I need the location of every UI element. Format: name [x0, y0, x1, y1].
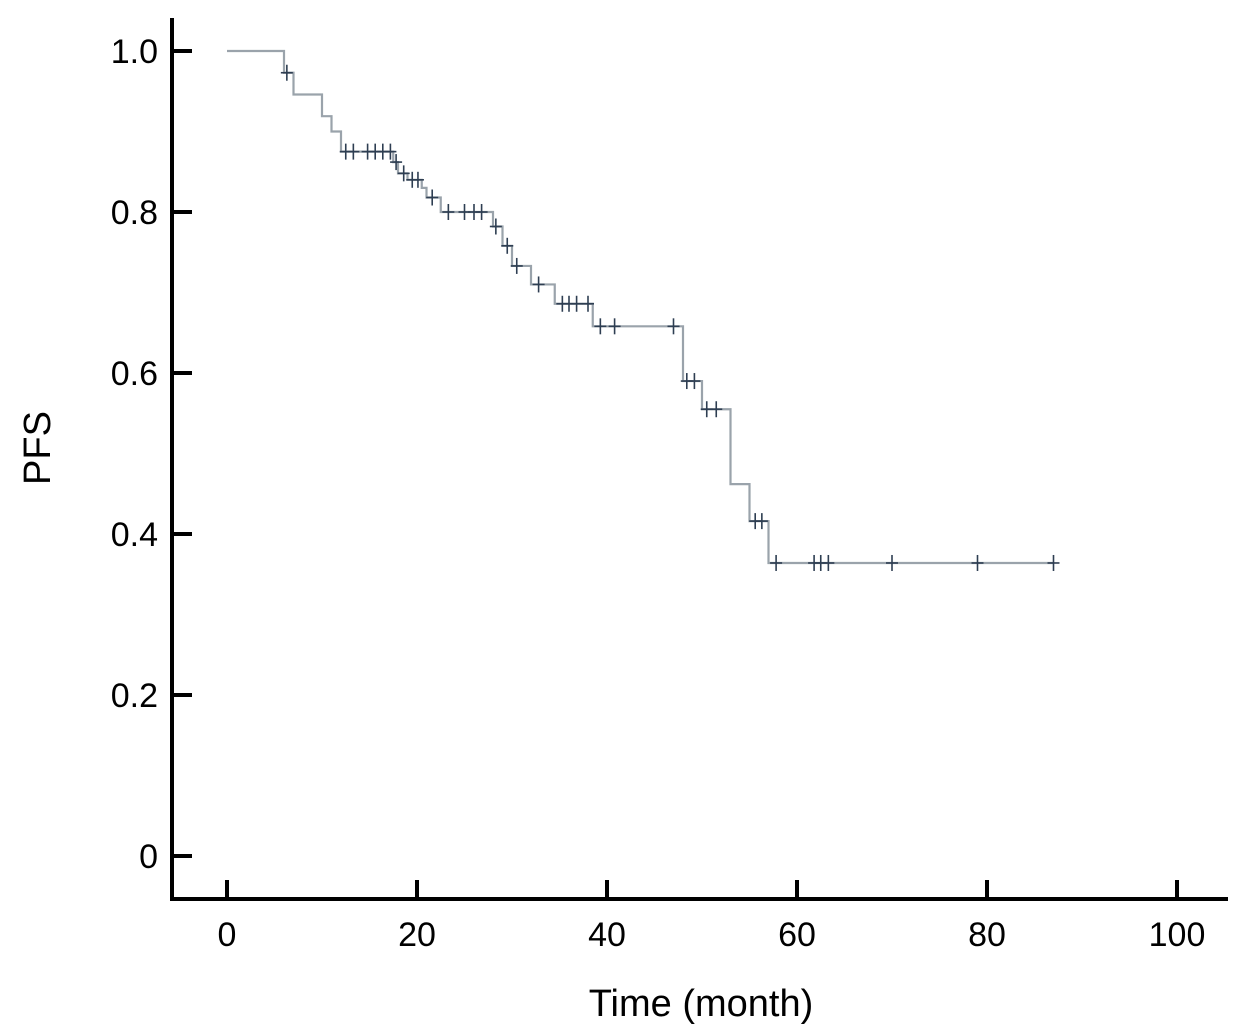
- censor-mark: [1047, 554, 1060, 571]
- censor-mark: [688, 373, 701, 390]
- censor-mark: [886, 554, 898, 571]
- axes: [170, 18, 1228, 901]
- x-tick-label: 40: [588, 916, 626, 954]
- y-tick-label: 0.4: [111, 516, 158, 554]
- censor-group: [280, 64, 1060, 571]
- x-tick-label: 0: [218, 916, 237, 954]
- censor-mark: [501, 237, 514, 254]
- censor-mark: [426, 189, 439, 206]
- x-ticks: 0 20 40 60 80 100: [218, 880, 1206, 954]
- y-tick-label: 0.2: [111, 677, 158, 715]
- censor-mark: [755, 513, 768, 530]
- censor-mark: [971, 554, 984, 571]
- censor-mark: [347, 143, 360, 160]
- censor-mark: [770, 554, 783, 571]
- x-tick-label: 100: [1149, 916, 1206, 954]
- censor-mark: [442, 204, 455, 220]
- censor-mark: [667, 318, 680, 335]
- x-tick-label: 20: [398, 916, 436, 954]
- y-tick-label: 0.8: [111, 194, 158, 232]
- censor-mark: [489, 218, 502, 235]
- y-axis-title: PFS: [17, 411, 59, 485]
- censor-mark: [384, 143, 397, 160]
- y-tick-label: 0.6: [111, 355, 158, 393]
- censor-mark: [532, 276, 545, 293]
- censor-mark: [390, 154, 403, 171]
- censor-mark: [510, 257, 523, 274]
- censor-mark: [710, 401, 723, 418]
- series-group: [227, 49, 1054, 565]
- censor-mark: [594, 318, 607, 335]
- y-tick-label: 1.0: [111, 33, 158, 71]
- y-ticks: 0 0.2 0.4 0.6 0.8 1.0: [111, 33, 192, 876]
- censor-mark: [822, 554, 835, 571]
- survival-step-line: [227, 49, 1054, 565]
- x-tick-label: 80: [968, 916, 1006, 954]
- censor-mark: [280, 64, 293, 81]
- y-tick-label: 0: [139, 838, 158, 876]
- censor-mark: [570, 295, 583, 312]
- censor-mark: [475, 204, 488, 220]
- censor-mark: [582, 295, 594, 312]
- censor-mark: [397, 165, 410, 182]
- x-tick-label: 60: [778, 916, 816, 954]
- x-axis-title: Time (month): [589, 983, 814, 1025]
- censor-mark: [608, 318, 621, 335]
- censor-mark: [411, 171, 424, 188]
